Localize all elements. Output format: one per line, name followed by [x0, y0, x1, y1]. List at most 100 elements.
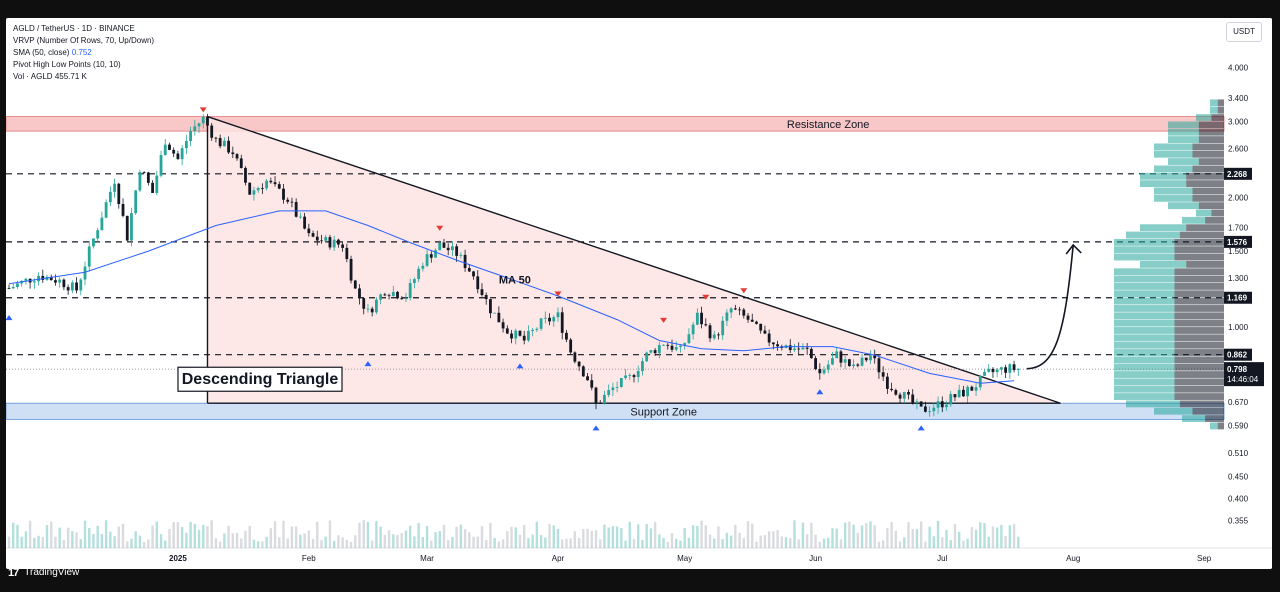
candle-up — [193, 126, 197, 132]
volume-bar — [24, 531, 28, 548]
price-chart[interactable]: Resistance Zone Support Zone MA 50 Descendi… — [6, 18, 1272, 569]
candle-up — [421, 265, 425, 269]
volume-bar — [725, 532, 729, 548]
volume-bar — [577, 538, 581, 548]
candle-down — [894, 390, 898, 395]
sma-indicator-line[interactable]: SMA (50, close) 0.752 — [13, 48, 92, 57]
candle-up — [607, 390, 611, 395]
volume-bar — [151, 525, 154, 548]
candle-down — [484, 295, 488, 300]
vp-bar-down — [1192, 165, 1224, 173]
pivot-indicator-line[interactable]: Pivot High Low Points (10, 10) — [13, 60, 121, 69]
vp-bar-up — [1154, 143, 1193, 151]
volume-bar — [273, 521, 277, 548]
candle-up — [869, 355, 872, 361]
volume-bar — [282, 520, 285, 548]
candle-up — [87, 246, 91, 267]
vrvp-indicator-line[interactable]: VRVP (Number Of Rows, 70, Up/Down) — [13, 36, 155, 45]
volume-bar — [88, 527, 91, 548]
candle-up — [379, 294, 383, 300]
candle-up — [451, 246, 454, 251]
candle-up — [619, 378, 623, 388]
candle-up — [184, 141, 188, 149]
candle-up — [92, 238, 95, 247]
candle-down — [797, 348, 801, 350]
candle-up — [995, 369, 999, 373]
volume-bar — [54, 536, 57, 548]
volume-bar — [362, 520, 365, 548]
vp-bar-up — [1154, 407, 1193, 415]
volume-bar — [755, 541, 758, 548]
triangle-descending-edge — [207, 115, 1061, 404]
volume-bar — [919, 521, 923, 548]
volume-bar — [252, 539, 256, 548]
candle-down — [214, 137, 218, 139]
volume-bar — [307, 530, 311, 548]
vp-bar-up — [1114, 349, 1175, 356]
volume-bar — [45, 524, 49, 548]
volume-bar — [1004, 536, 1007, 548]
candle-up — [978, 375, 982, 388]
volume-bar — [172, 522, 175, 548]
candle-down — [294, 202, 298, 217]
volume-bar — [210, 520, 213, 548]
vp-bar-up — [1196, 114, 1212, 121]
volume-bar — [396, 534, 399, 548]
candle-up — [611, 387, 615, 391]
price-tick-label: 1.700 — [1228, 224, 1249, 233]
candle-up — [138, 172, 142, 191]
candle-down — [717, 334, 720, 336]
pivot-low-marker — [917, 425, 925, 431]
volume-bar — [1000, 524, 1003, 548]
candle-down — [573, 352, 577, 362]
candle-down — [881, 372, 885, 377]
candle-up — [729, 308, 733, 313]
volume-bar — [717, 526, 720, 548]
volume-bar — [83, 520, 87, 548]
candle-up — [928, 411, 932, 413]
volume-bar — [945, 529, 948, 548]
candle-up — [366, 308, 370, 310]
vp-bar-down — [1174, 283, 1224, 290]
vp-bar-down — [1174, 371, 1224, 378]
month-tick-label: May — [677, 554, 692, 563]
candle-down — [856, 364, 860, 366]
candle-down — [307, 228, 311, 234]
volume-bar — [147, 539, 150, 548]
volume-bar — [41, 536, 44, 548]
volume-bar — [28, 520, 32, 548]
candle-up — [180, 148, 184, 160]
volume-bar — [573, 531, 577, 548]
candle-down — [244, 167, 247, 183]
candle-down — [923, 406, 927, 412]
price-scale-unit-button[interactable]: USDT — [1226, 22, 1262, 42]
candle-down — [383, 294, 387, 296]
candle-up — [459, 254, 463, 256]
candle-down — [809, 348, 813, 359]
volume-bar — [459, 524, 463, 548]
volume-bar — [632, 539, 636, 548]
volume-bar — [670, 533, 674, 548]
volume-indicator-line[interactable]: Vol · AGLD 455.71 K — [13, 72, 87, 81]
price-tick-label: 0.510 — [1228, 449, 1249, 458]
volume-bar — [607, 527, 610, 548]
candle-up — [603, 394, 606, 404]
candle-down — [336, 239, 340, 245]
chart-frame[interactable]: Resistance Zone Support Zone MA 50 Descendi… — [6, 18, 1272, 569]
volume-bar — [79, 539, 82, 548]
volume-bar — [383, 534, 387, 548]
vp-bar-up — [1114, 341, 1175, 349]
candle-down — [505, 328, 509, 334]
candle-down — [370, 308, 374, 313]
volume-bar — [489, 522, 492, 548]
volume-bar — [510, 526, 513, 548]
level-tag — [1224, 167, 1252, 180]
candle-down — [1012, 364, 1016, 370]
volume-bar — [649, 528, 653, 548]
candle-up — [96, 230, 100, 239]
symbol-line[interactable]: AGLD / TetherUS · 1D · BINANCE — [13, 24, 135, 33]
candle-down — [472, 271, 475, 277]
candle-up — [843, 359, 847, 363]
vp-bar-down — [1186, 224, 1224, 232]
candle-up — [100, 217, 104, 231]
